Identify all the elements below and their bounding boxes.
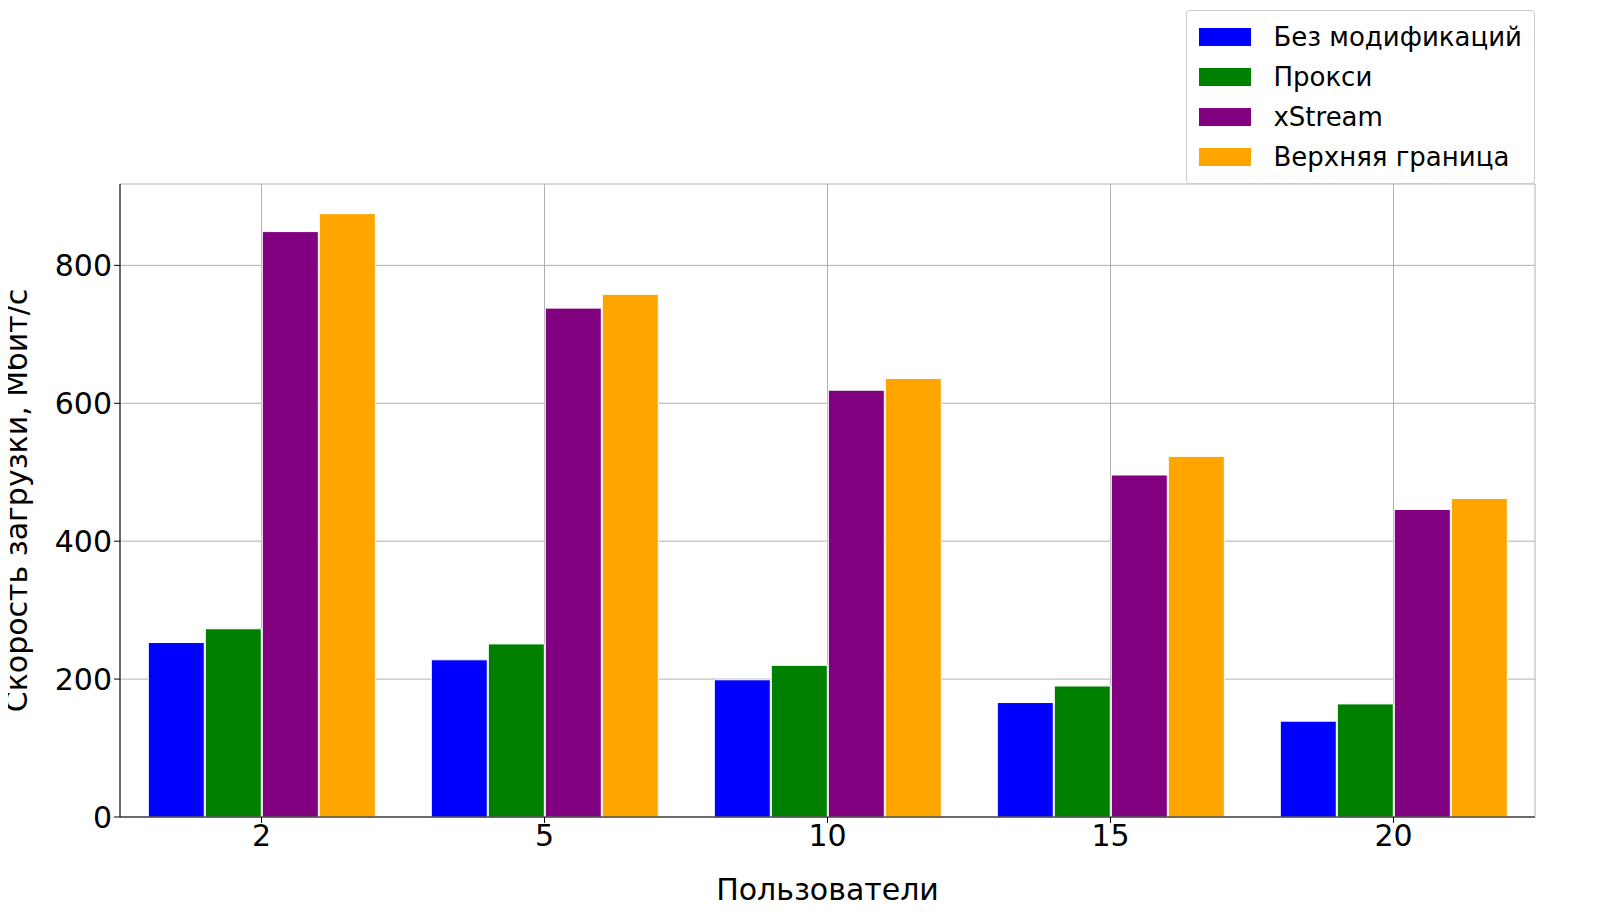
svg-text:400: 400 [55, 524, 112, 559]
svg-text:200: 200 [55, 662, 112, 697]
svg-text:800: 800 [55, 248, 112, 283]
svg-text:600: 600 [55, 386, 112, 421]
svg-text:Пользователи: Пользователи [716, 872, 939, 907]
html-text:Прокси: Прокси [1273, 62, 1373, 92]
svg-text:5: 5 [535, 818, 554, 853]
svg-text:2: 2 [252, 818, 271, 853]
svg-text:Скорость загрузки, Мбит/с: Скорость загрузки, Мбит/с [8, 289, 34, 713]
html-text:xStream: xStream [1273, 102, 1383, 132]
html-text:Верхняя граница: Верхняя граница [1273, 142, 1510, 172]
svg-text:10: 10 [808, 818, 846, 853]
html-text:Без модификаций: Без модификаций [1273, 22, 1522, 52]
svg-text:20: 20 [1374, 818, 1412, 853]
svg-text:0: 0 [93, 800, 112, 835]
svg-text:15: 15 [1091, 818, 1129, 853]
